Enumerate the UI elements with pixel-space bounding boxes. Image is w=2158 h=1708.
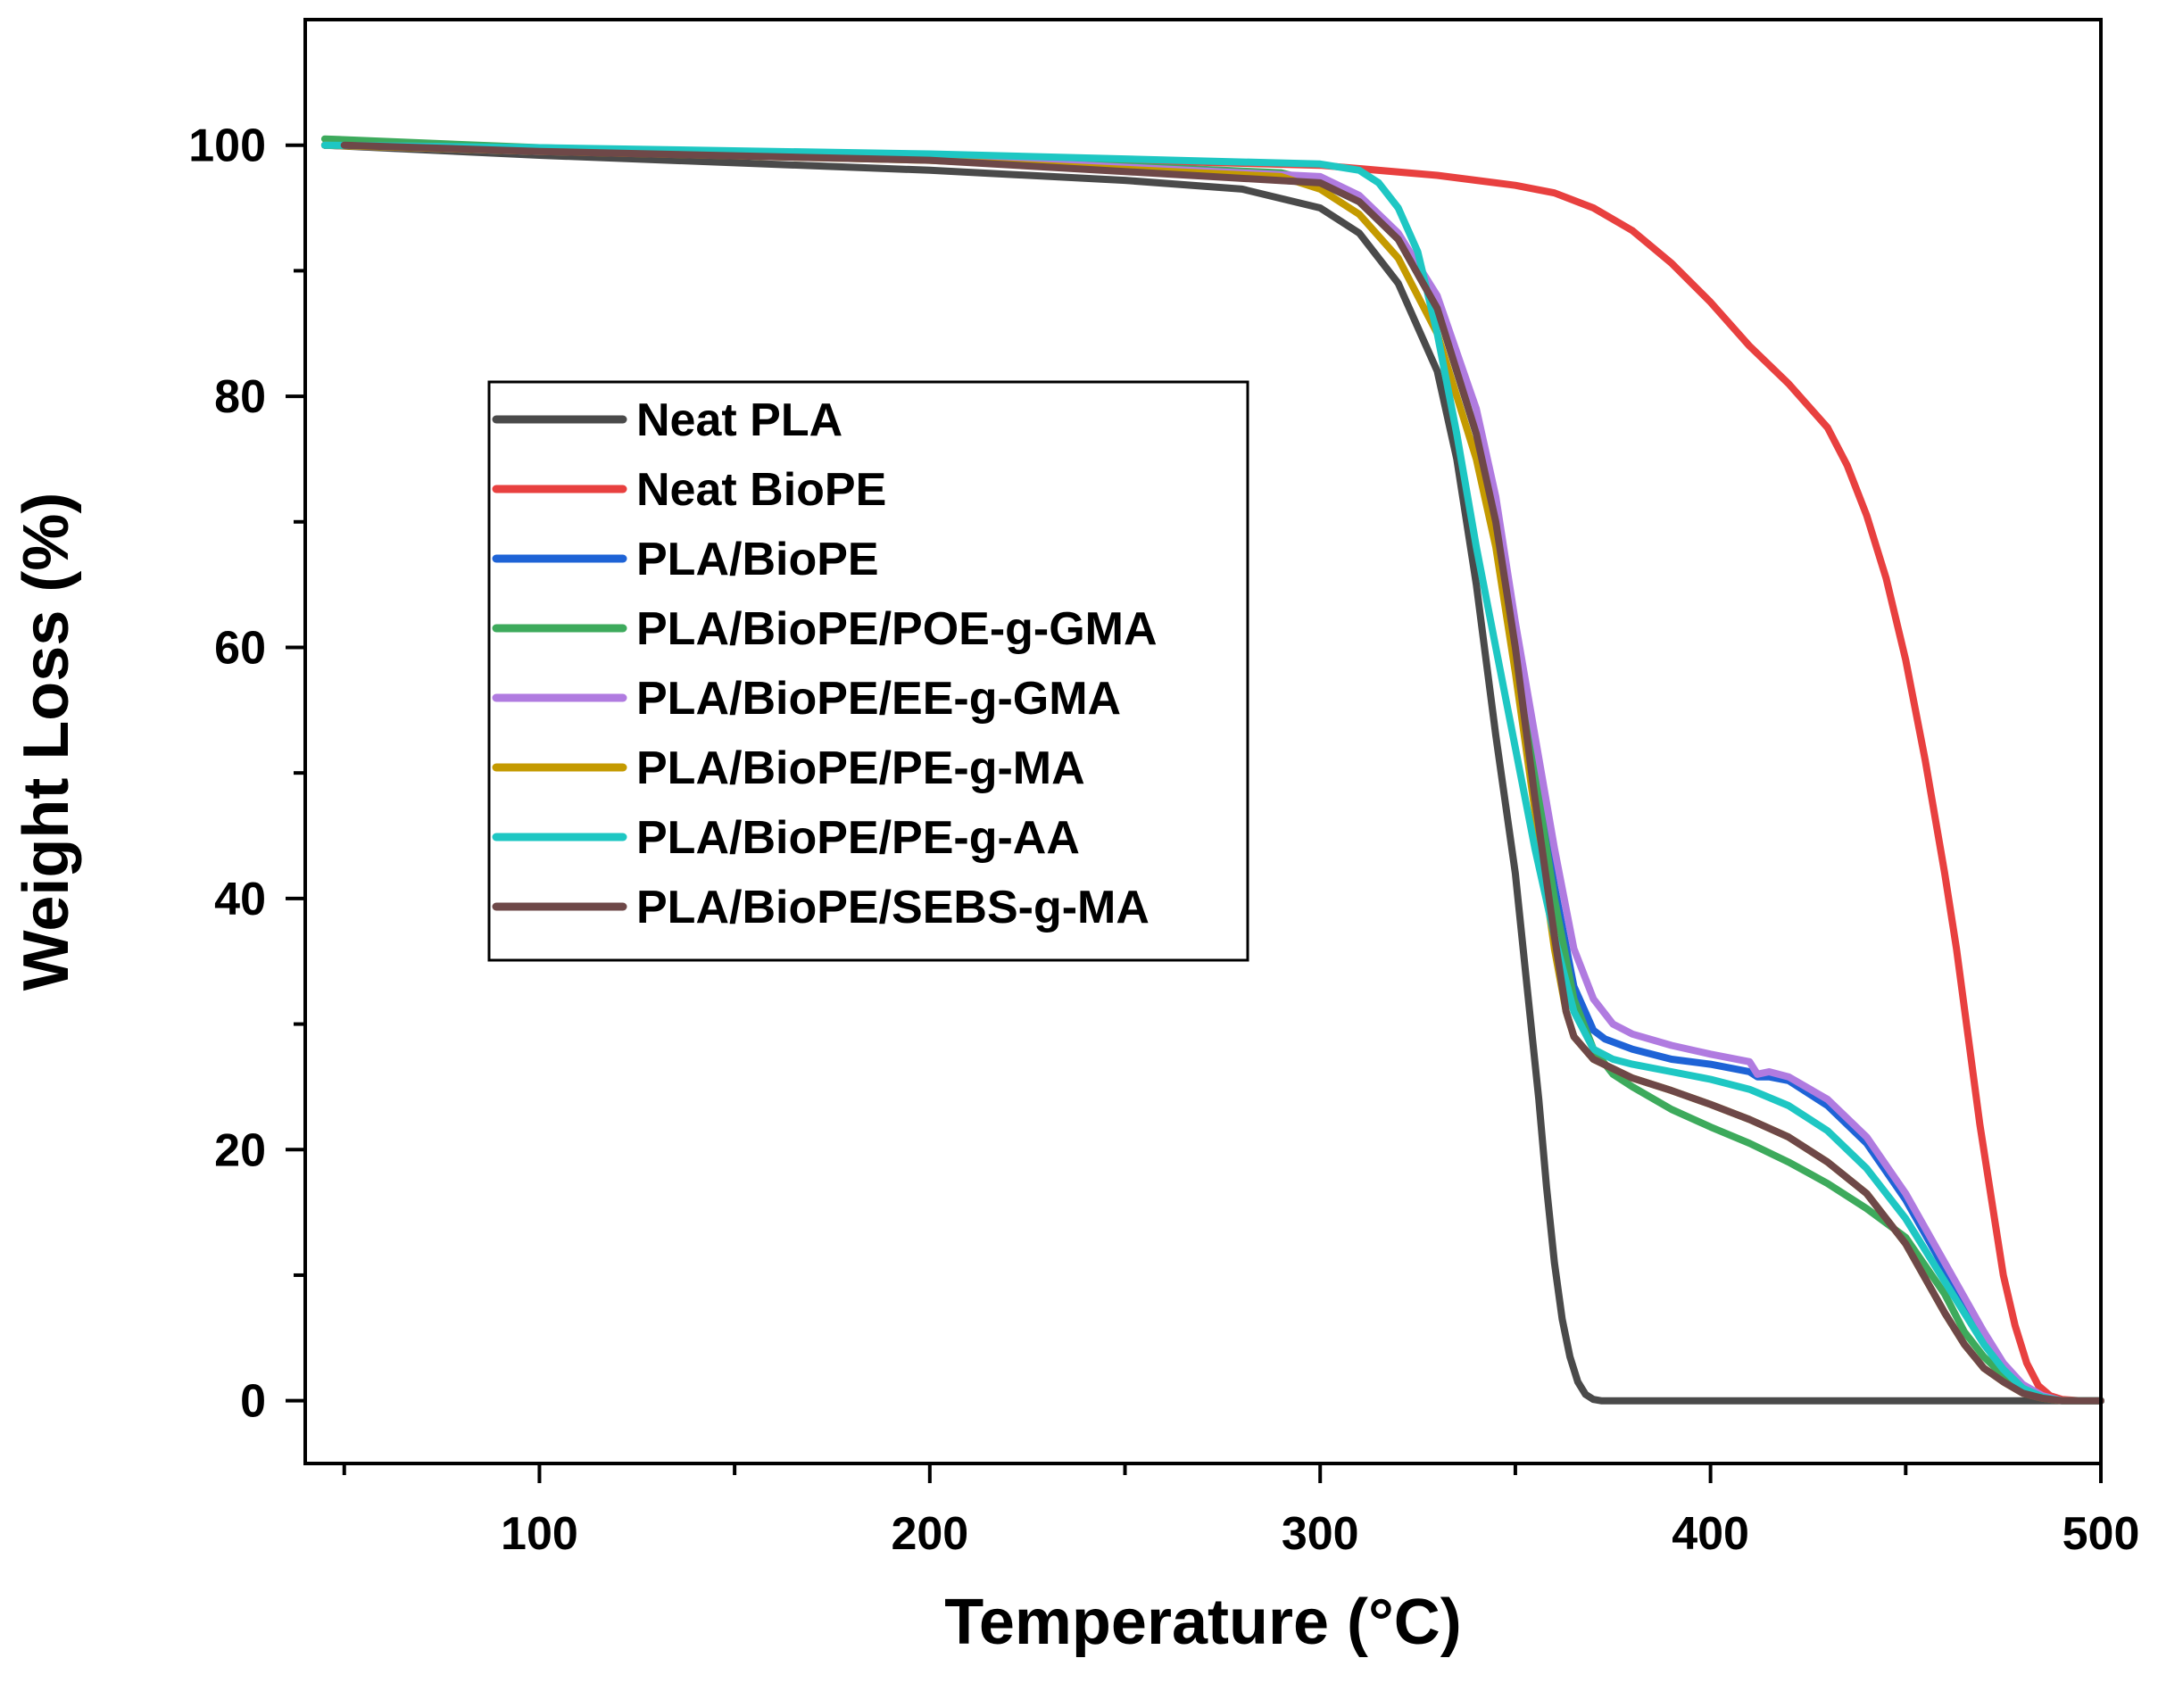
y-tick-label: 80 (214, 371, 266, 423)
legend-label-neat-biope: Neat BioPE (636, 464, 886, 516)
legend-label-pla-biope-poe-g-gma: PLA/BioPE/POE-g-GMA (636, 603, 1158, 655)
x-tick-label: 400 (1672, 1508, 1749, 1560)
x-tick-label: 200 (891, 1508, 968, 1560)
series-line-pla-biope-pe-g-aa (320, 141, 2104, 1405)
x-tick-label: 500 (2063, 1508, 2140, 1560)
legend-label-pla-biope-sebs-g-ma: PLA/BioPE/SEBS-g-MA (636, 882, 1150, 933)
y-tick-label: 100 (188, 120, 266, 172)
series-line-neat-pla (320, 141, 2104, 1405)
y-tick-label: 60 (214, 622, 266, 674)
x-axis-title: Temperature (°C) (944, 1587, 1462, 1658)
ticks-layer (286, 143, 2103, 1483)
series-layer (320, 135, 2104, 1405)
legend-label-neat-pla: Neat PLA (636, 394, 842, 446)
plot-frame (303, 18, 2103, 1465)
series-line-pla-biope-sebs-g-ma (340, 141, 2104, 1405)
y-tick-label: 40 (214, 874, 266, 925)
legend-label-pla-biope-pe-g-ma: PLA/BioPE/PE-g-MA (636, 742, 1085, 794)
legend-label-pla-biope-ee-g-gma: PLA/BioPE/EE-g-GMA (636, 673, 1121, 725)
series-line-pla-biope-ee-g-gma (320, 141, 2104, 1405)
y-tick-label: 0 (240, 1376, 266, 1428)
legend: Neat PLA Neat BioPE PLA/BioPE PLA/BioPE/POE… (487, 380, 1249, 962)
y-tick-label: 20 (214, 1124, 266, 1176)
labels-layer: 100 200 300 400 500 0 20 40 60 80 100 (188, 120, 2139, 1560)
legend-box (487, 380, 1249, 962)
x-tick-label: 100 (501, 1508, 578, 1560)
y-axis-title: Weight Loss (%) (11, 493, 82, 991)
series-line-neat-biope (320, 141, 2104, 1405)
x-tick-label: 300 (1282, 1508, 1359, 1560)
legend-label-pla-biope-pe-g-aa: PLA/BioPE/PE-g-AA (636, 812, 1080, 864)
legend-items: Neat PLA Neat BioPE PLA/BioPE PLA/BioPE/POE… (492, 394, 1158, 933)
legend-label-pla-biope: PLA/BioPE (636, 534, 879, 585)
